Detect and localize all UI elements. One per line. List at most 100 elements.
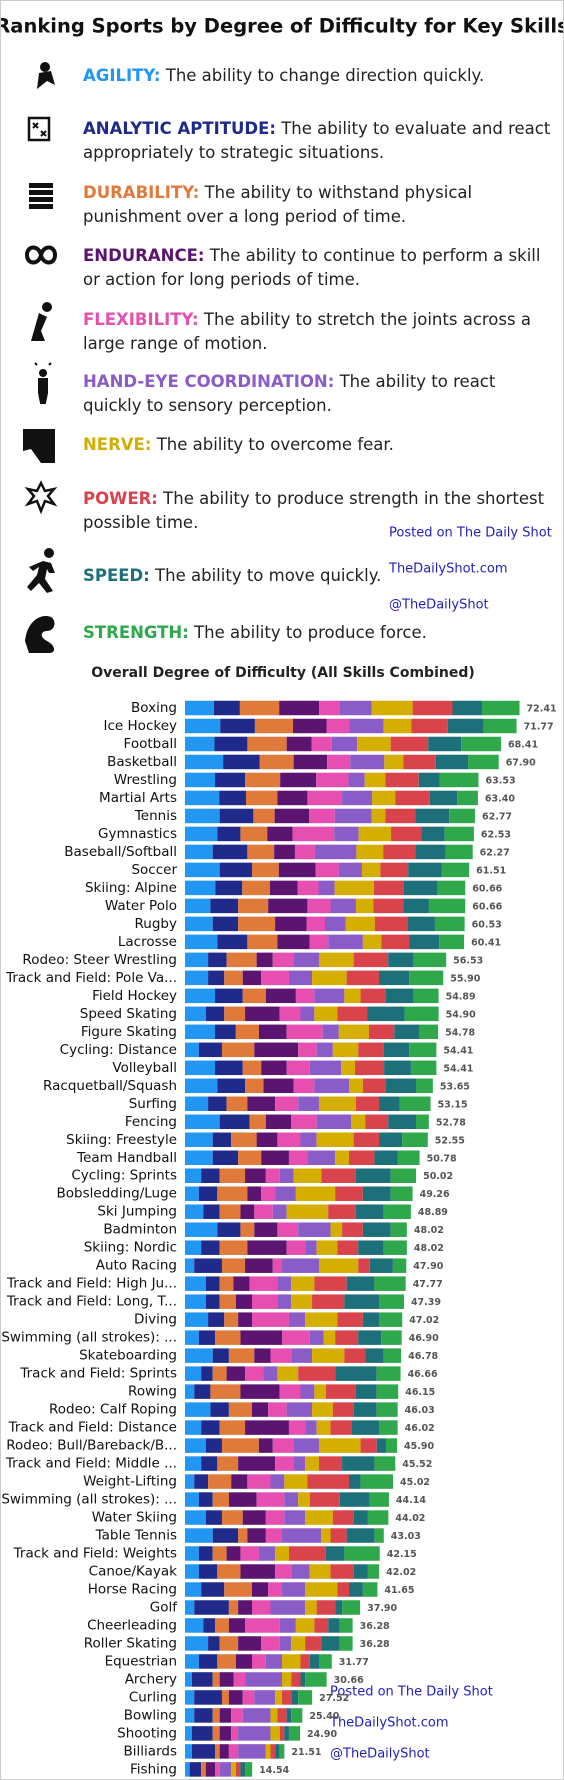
- bar-segment: [185, 1654, 199, 1669]
- total-label: 27.52: [319, 1693, 349, 1704]
- bar-segment: [185, 898, 211, 914]
- legend-description: The ability to withstand physical punish…: [83, 183, 473, 226]
- bar-segment: [291, 1348, 313, 1363]
- bar-segment: [277, 790, 308, 806]
- bar-segment: [315, 862, 339, 878]
- bar-segment: [322, 1024, 339, 1040]
- bar-segment: [217, 1456, 239, 1471]
- legend-name: FLEXIBILITY:: [83, 310, 199, 329]
- bar-segment: [217, 1186, 248, 1201]
- bar-segment: [258, 1546, 276, 1561]
- bar-segment: [228, 1744, 239, 1759]
- y-tick-label: Skiing: Alpine: [85, 880, 177, 896]
- bar-segment: [224, 1582, 252, 1597]
- total-label: 54.90: [446, 1009, 476, 1020]
- bar-segment: [233, 1276, 250, 1291]
- bar-segment: [238, 1726, 271, 1741]
- bar-segment: [185, 1528, 213, 1543]
- bar-segment: [185, 1096, 209, 1112]
- bar-segment: [251, 1582, 269, 1597]
- bar-segment: [185, 1312, 209, 1327]
- legend-name: STRENGTH:: [83, 623, 189, 642]
- bar-segment: [272, 952, 294, 968]
- icon-endurance: [24, 245, 58, 265]
- bar-segment: [185, 1546, 199, 1561]
- legend-item: HAND-EYE COORDINATION: The ability to re…: [83, 370, 553, 418]
- bar-segment: [267, 826, 293, 842]
- bar-segment: [362, 934, 382, 950]
- bar-segment: [279, 1384, 301, 1399]
- bar-segment: [185, 1078, 218, 1094]
- bar-segment: [185, 1132, 213, 1148]
- bar-segment: [298, 1366, 336, 1381]
- bar-segment: [201, 1762, 206, 1777]
- bar-segment: [245, 1168, 266, 1183]
- bar-segment: [185, 1150, 213, 1165]
- bar-segment: [247, 1096, 276, 1112]
- bar-segment: [254, 1042, 299, 1058]
- bar-segment: [339, 700, 372, 716]
- bar-segment: [280, 772, 317, 788]
- bar-segment: [203, 1204, 220, 1219]
- bar-segment: [349, 1150, 375, 1165]
- bar-segment: [339, 1636, 353, 1651]
- y-tick-label: Track and Field: Weights: [13, 1546, 177, 1562]
- bar-segment: [240, 1564, 276, 1579]
- y-tick-label: Cycling: Sprints: [71, 1168, 177, 1184]
- bar-segment: [286, 1402, 313, 1417]
- watermark: TheDailyShot.com: [329, 1716, 449, 1731]
- bar-segment: [226, 1546, 241, 1561]
- bar-segment: [358, 1042, 384, 1058]
- bar-segment: [212, 916, 239, 932]
- bar-segment: [261, 1636, 280, 1651]
- bar-segment: [245, 1366, 264, 1381]
- bar-segment: [338, 1024, 369, 1040]
- bar-segment: [261, 1186, 276, 1201]
- bar-segment: [258, 1438, 273, 1453]
- bar-segment: [213, 700, 240, 716]
- y-tick-label: Ice Hockey: [104, 718, 177, 734]
- legend-item: NERVE: The ability to overcome fear.: [83, 433, 553, 457]
- bar-segment: [305, 1510, 333, 1525]
- y-tick-label: Skiing: Freestyle: [66, 1132, 177, 1148]
- bar-segment: [185, 1600, 195, 1615]
- y-tick-label: Table Tennis: [95, 1528, 177, 1544]
- bar-segment: [374, 1456, 396, 1471]
- bar-segment: [238, 1456, 276, 1471]
- bar-segment: [362, 1312, 380, 1327]
- bar-segment: [337, 1240, 359, 1255]
- bar-segment: [339, 1492, 370, 1507]
- bar-segment: [291, 1114, 317, 1130]
- bar-segment: [247, 844, 275, 860]
- bar-segment: [185, 1744, 192, 1759]
- bar-segment: [279, 1636, 292, 1651]
- bar-segment: [185, 1276, 206, 1291]
- total-label: 42.15: [387, 1549, 417, 1560]
- bar-segment: [358, 1240, 384, 1255]
- bar-segment: [205, 1276, 220, 1291]
- bar-segment: [361, 862, 381, 878]
- legend-name: POWER:: [83, 489, 158, 508]
- bar-segment: [309, 1654, 319, 1669]
- bar-segment: [381, 934, 410, 950]
- bar-segment: [270, 1744, 276, 1759]
- bar-segment: [381, 1330, 402, 1345]
- bar-segment: [383, 1240, 407, 1255]
- icon-agility: [37, 71, 55, 89]
- bar-segment: [215, 772, 246, 788]
- bar-segment: [223, 754, 260, 770]
- y-tick-label: Roller Skating: [84, 1635, 177, 1651]
- bar-segment: [240, 1762, 246, 1777]
- bar-segment: [189, 1762, 202, 1777]
- bar-segment: [371, 700, 413, 716]
- bar-segment: [277, 1294, 292, 1309]
- bar-segment: [293, 952, 319, 968]
- total-label: 47.77: [413, 1279, 443, 1290]
- bar-segment: [355, 898, 374, 914]
- bar-segment: [344, 1294, 380, 1309]
- legend-item: DURABILITY: The ability to withstand phy…: [83, 181, 553, 229]
- bar-segment: [379, 970, 410, 986]
- total-label: 56.53: [453, 955, 483, 966]
- bar-segment: [282, 1258, 319, 1273]
- bar-segment: [312, 1402, 333, 1417]
